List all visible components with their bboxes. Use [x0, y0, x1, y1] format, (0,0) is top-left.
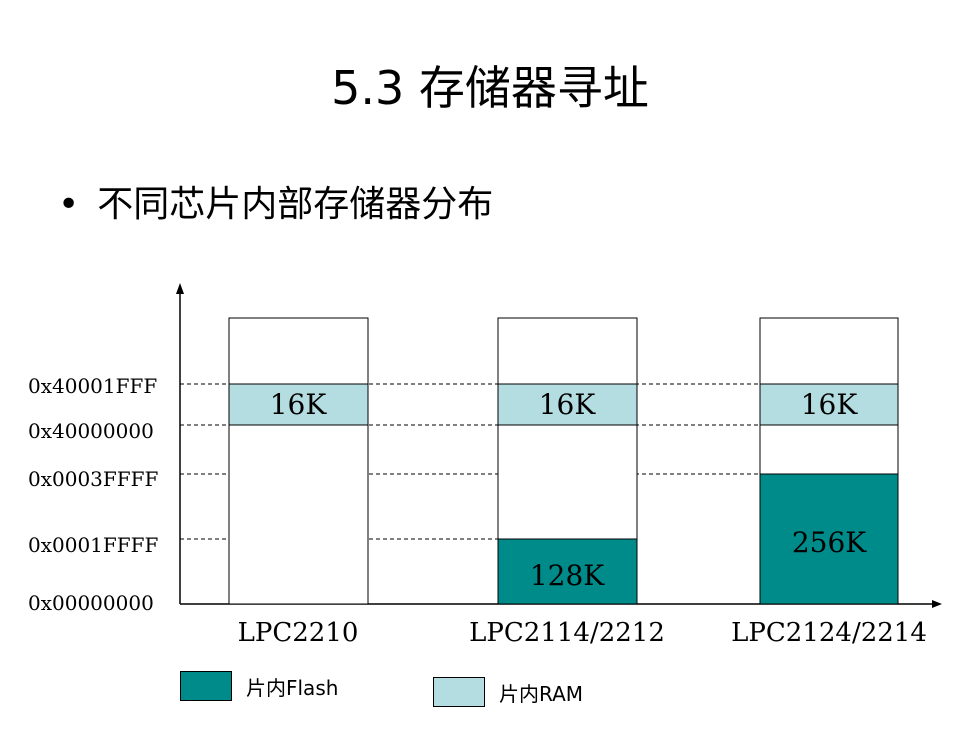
legend-ram-label: 片内RAM — [499, 681, 584, 706]
address-label: 0x0003FFFF — [28, 467, 159, 491]
bullet-text: 不同芯片内部存储器分布 — [97, 184, 494, 225]
chip-name: LPC2124/2214 — [731, 618, 927, 648]
ram-label: 16K — [270, 388, 328, 421]
address-label: 0x00000000 — [28, 591, 154, 615]
ram-block — [228, 383, 369, 426]
flash-block — [497, 538, 638, 605]
chip-name: LPC2210 — [238, 618, 359, 648]
address-label: 0x0001FFFF — [28, 533, 159, 557]
bullet-dot: • — [58, 184, 80, 225]
chip-outline — [228, 317, 369, 605]
legend-ram-swatch — [433, 677, 485, 707]
flash-block — [759, 473, 899, 605]
legend-flash-label: 片内Flash — [246, 675, 339, 700]
slide-title: 5.3 存储器寻址 — [331, 61, 649, 115]
legend-flash: 片内Flash — [180, 671, 338, 701]
ram-block — [497, 383, 638, 426]
address-label: 0x40000000 — [28, 419, 154, 443]
legend-ram: 片内RAM — [433, 677, 583, 707]
chip-name: LPC2114/2212 — [469, 618, 665, 648]
ram-label: 16K — [801, 388, 859, 421]
legend-flash-swatch — [180, 671, 232, 701]
flash-label: 128K — [530, 559, 605, 592]
y-axis-arrow — [176, 283, 184, 294]
ram-label: 16K — [539, 388, 597, 421]
bullet-item: • 不同芯片内部存储器分布 — [58, 180, 493, 230]
ram-block — [759, 383, 899, 426]
x-axis-arrow — [932, 600, 942, 608]
flash-label: 256K — [792, 526, 867, 559]
address-label: 0x40001FFF — [28, 374, 157, 398]
